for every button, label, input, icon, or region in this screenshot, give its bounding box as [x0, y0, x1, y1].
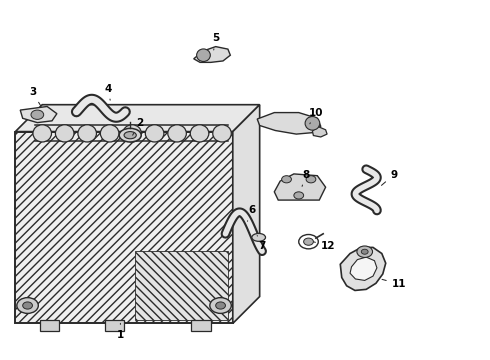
Polygon shape [350, 257, 377, 280]
Ellipse shape [213, 125, 231, 142]
Polygon shape [40, 320, 59, 330]
Text: 6: 6 [247, 206, 256, 221]
Ellipse shape [146, 125, 164, 142]
Text: 12: 12 [314, 241, 335, 251]
Ellipse shape [55, 125, 74, 142]
Ellipse shape [124, 132, 136, 139]
Polygon shape [135, 251, 228, 320]
Ellipse shape [123, 125, 142, 142]
Ellipse shape [252, 233, 266, 241]
Text: 10: 10 [309, 108, 323, 124]
Ellipse shape [119, 129, 141, 142]
Text: 9: 9 [382, 170, 397, 185]
Circle shape [31, 110, 44, 120]
Text: 11: 11 [382, 279, 406, 289]
Polygon shape [15, 132, 233, 323]
Ellipse shape [100, 125, 119, 142]
Text: 3: 3 [29, 87, 41, 106]
Text: 4: 4 [104, 84, 112, 100]
Polygon shape [194, 46, 230, 62]
Polygon shape [104, 320, 124, 330]
Polygon shape [191, 320, 211, 330]
Ellipse shape [305, 117, 320, 130]
Text: 2: 2 [133, 118, 144, 135]
Polygon shape [274, 174, 326, 200]
Ellipse shape [33, 125, 51, 142]
Circle shape [17, 298, 38, 314]
Circle shape [294, 192, 304, 199]
Text: 1: 1 [117, 323, 124, 340]
Polygon shape [257, 113, 321, 134]
Ellipse shape [78, 125, 97, 142]
Circle shape [306, 176, 316, 183]
Circle shape [357, 246, 372, 257]
Circle shape [282, 176, 292, 183]
Polygon shape [340, 247, 386, 291]
Circle shape [216, 302, 225, 309]
Circle shape [23, 302, 32, 309]
Polygon shape [313, 126, 327, 137]
Circle shape [210, 298, 231, 314]
Ellipse shape [168, 125, 186, 142]
Polygon shape [20, 107, 57, 123]
Circle shape [304, 238, 314, 245]
Circle shape [361, 249, 368, 254]
Text: 5: 5 [212, 33, 220, 50]
Text: 8: 8 [302, 170, 310, 186]
Ellipse shape [196, 49, 210, 62]
Text: 7: 7 [257, 235, 266, 251]
Polygon shape [15, 105, 260, 132]
Polygon shape [233, 105, 260, 323]
Ellipse shape [190, 125, 209, 142]
